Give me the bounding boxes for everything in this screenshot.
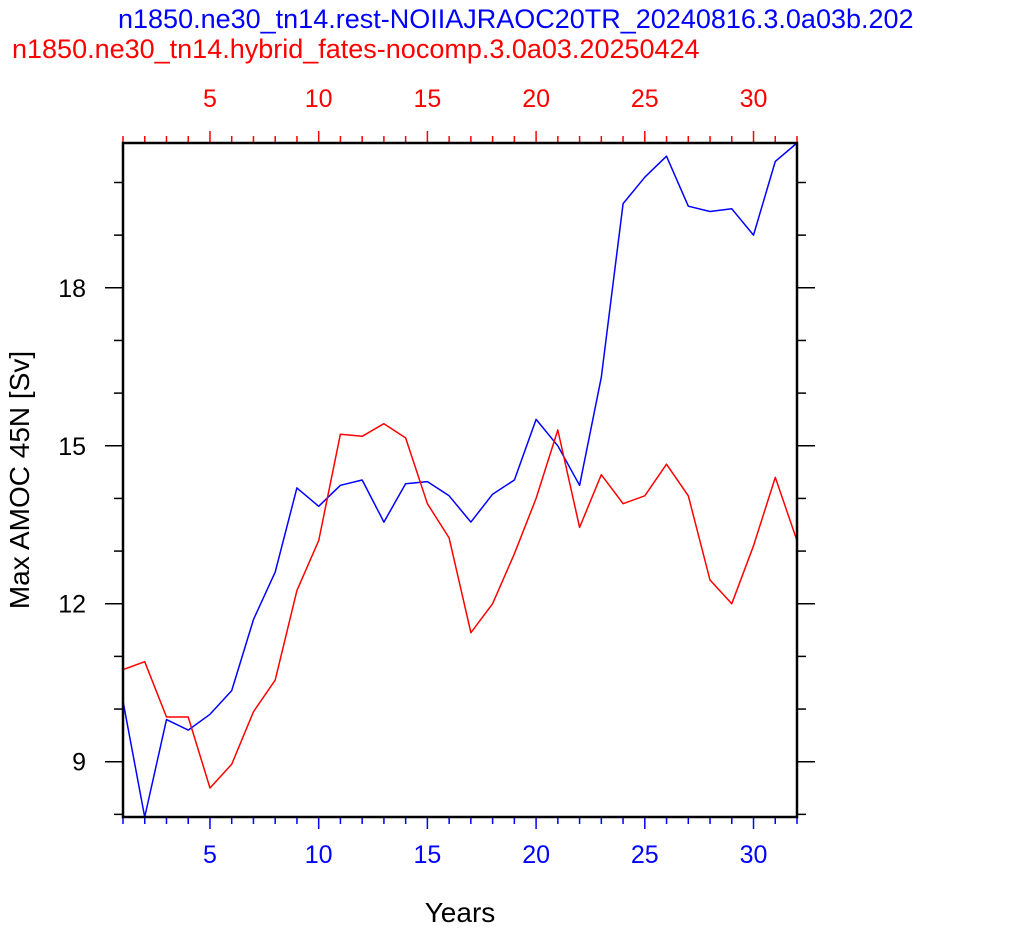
x-tick-label-top: 25 bbox=[631, 85, 659, 113]
y-tick-label: 18 bbox=[58, 275, 86, 303]
series-line-red bbox=[122, 422, 798, 789]
y-tick-label: 12 bbox=[58, 591, 86, 619]
plot-frame bbox=[121, 141, 799, 819]
chart-title-blue: n1850.ne30_tn14.rest-NOIIAJRAOC20TR_2024… bbox=[118, 4, 914, 34]
y-axis-label: Max AMOC 45N [Sv] bbox=[4, 351, 35, 609]
chart-title-red: n1850.ne30_tn14.hybrid_fates-nocomp.3.0a… bbox=[12, 34, 700, 64]
x-tick-label-bottom: 5 bbox=[203, 841, 217, 869]
x-tick-label-top: 15 bbox=[413, 85, 441, 113]
x-tick-label-bottom: 15 bbox=[413, 841, 441, 869]
x-tick-label-bottom: 25 bbox=[631, 841, 659, 869]
series-line-blue bbox=[122, 142, 798, 818]
x-axis-label: Years bbox=[425, 897, 496, 928]
y-tick-label: 9 bbox=[72, 749, 86, 777]
x-tick-label-bottom: 30 bbox=[740, 841, 768, 869]
x-tick-label-top: 5 bbox=[203, 85, 217, 113]
x-tick-label-bottom: 20 bbox=[522, 841, 550, 869]
x-tick-label-top: 10 bbox=[305, 85, 333, 113]
x-tick-label-top: 20 bbox=[522, 85, 550, 113]
x-tick-label-bottom: 10 bbox=[305, 841, 333, 869]
y-tick-label: 15 bbox=[58, 433, 86, 461]
x-tick-label-top: 30 bbox=[740, 85, 768, 113]
